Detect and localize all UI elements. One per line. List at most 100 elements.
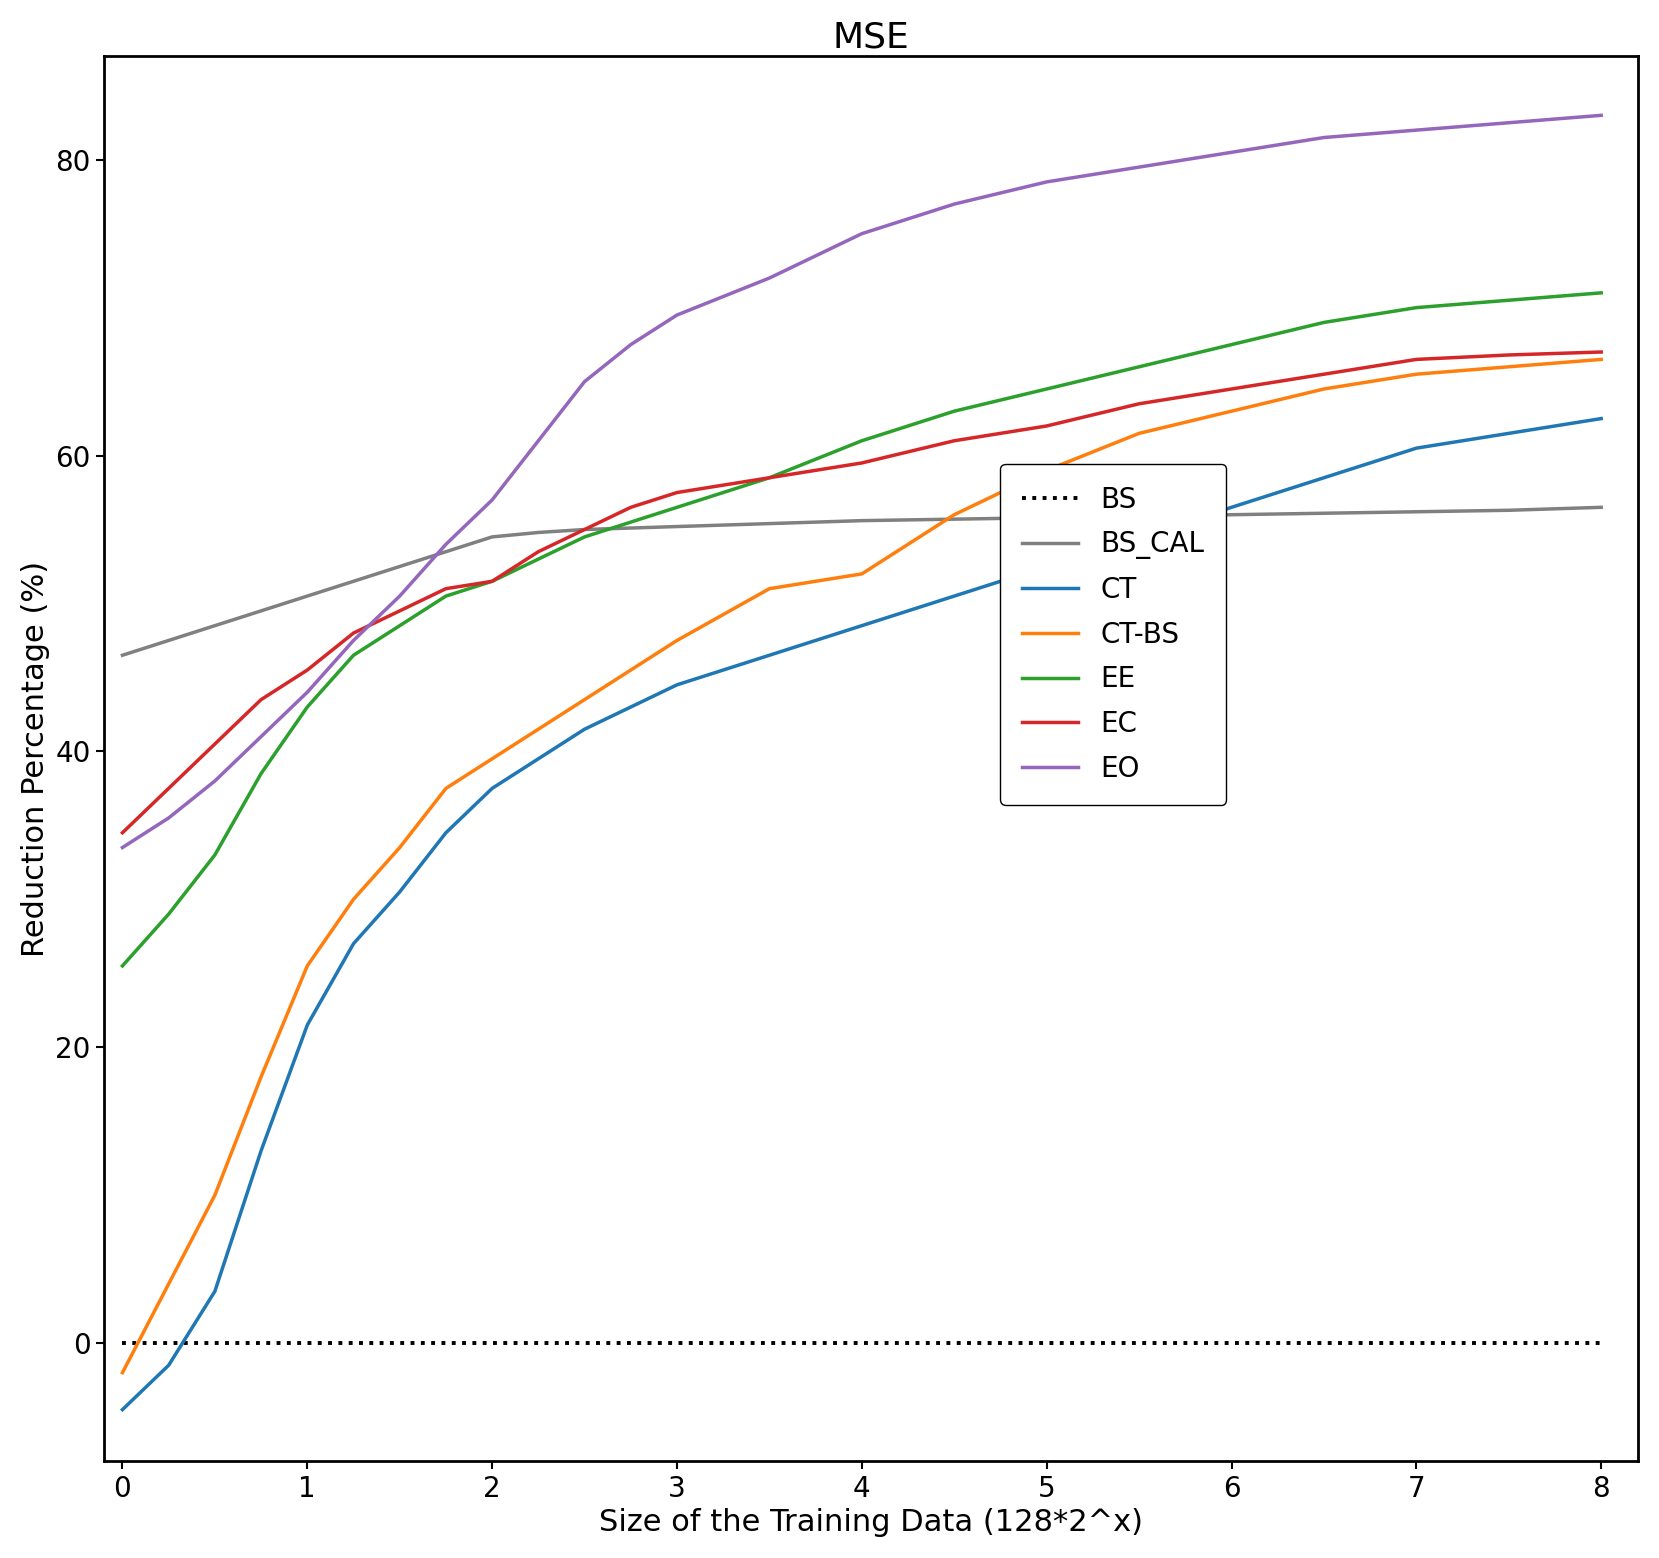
BS	[1498, 1334, 1518, 1352]
EO	[483, 491, 503, 509]
CT	[113, 1401, 133, 1419]
BS_CAL	[1407, 502, 1427, 520]
EO	[159, 809, 179, 827]
EC	[436, 580, 456, 598]
CT	[1037, 558, 1057, 576]
EC	[1498, 346, 1518, 365]
EC	[343, 623, 363, 642]
EO	[343, 631, 363, 650]
EO	[251, 728, 270, 746]
CT-BS	[574, 690, 594, 709]
EC	[528, 542, 547, 561]
CT	[574, 720, 594, 738]
BS	[343, 1334, 363, 1352]
BS_CAL	[1314, 503, 1334, 522]
EO	[1221, 143, 1241, 162]
BS	[1221, 1334, 1241, 1352]
EE	[483, 572, 503, 590]
Title: MSE: MSE	[833, 20, 909, 55]
CT	[1407, 439, 1427, 458]
CT-BS	[620, 661, 640, 679]
BS_CAL	[760, 514, 780, 533]
CT-BS	[343, 890, 363, 908]
BS	[760, 1334, 780, 1352]
BS	[574, 1334, 594, 1352]
CT	[1221, 499, 1241, 517]
BS	[1314, 1334, 1334, 1352]
CT-BS	[1037, 461, 1057, 480]
BS	[297, 1334, 317, 1352]
CT	[297, 1016, 317, 1035]
EE	[944, 402, 964, 421]
BS_CAL	[113, 647, 133, 665]
CT	[251, 1142, 270, 1161]
CT	[1498, 424, 1518, 442]
EO	[528, 432, 547, 450]
BS_CAL	[1037, 508, 1057, 527]
EC	[620, 499, 640, 517]
EO	[851, 224, 871, 243]
BS_CAL	[159, 631, 179, 650]
CT	[1314, 469, 1334, 488]
CT-BS	[1591, 351, 1611, 369]
EO	[1591, 106, 1611, 125]
BS_CAL	[343, 572, 363, 590]
BS_CAL	[574, 520, 594, 539]
CT	[1130, 528, 1150, 547]
CT	[1591, 410, 1611, 428]
EO	[574, 372, 594, 391]
BS	[251, 1334, 270, 1352]
CT-BS	[1314, 380, 1334, 399]
EO	[667, 305, 687, 324]
EE	[1498, 291, 1518, 310]
CT-BS	[944, 505, 964, 523]
BS	[159, 1334, 179, 1352]
EO	[436, 534, 456, 553]
CT	[206, 1282, 226, 1301]
EE	[1130, 357, 1150, 375]
BS_CAL	[483, 528, 503, 547]
EO	[1407, 122, 1427, 140]
CT-BS	[760, 580, 780, 598]
EE	[667, 499, 687, 517]
EC	[667, 483, 687, 502]
EE	[206, 846, 226, 865]
EE	[528, 550, 547, 569]
EO	[1498, 114, 1518, 132]
CT	[528, 749, 547, 768]
BS	[944, 1334, 964, 1352]
EC	[851, 453, 871, 472]
CT-BS	[206, 1186, 226, 1204]
CT	[483, 779, 503, 798]
EO	[1314, 128, 1334, 146]
CT-BS	[1130, 424, 1150, 442]
EC	[1221, 380, 1241, 399]
CT-BS	[528, 720, 547, 738]
BS	[851, 1334, 871, 1352]
EC	[760, 469, 780, 488]
BS_CAL	[1221, 505, 1241, 523]
Line: BS_CAL: BS_CAL	[123, 508, 1601, 656]
CT-BS	[159, 1274, 179, 1293]
X-axis label: Size of the Training Data (128*2^x): Size of the Training Data (128*2^x)	[599, 1508, 1143, 1538]
EE	[343, 647, 363, 665]
Line: EE: EE	[123, 293, 1601, 966]
BS	[528, 1334, 547, 1352]
BS	[206, 1334, 226, 1352]
EE	[1314, 313, 1334, 332]
BS_CAL	[667, 517, 687, 536]
BS_CAL	[251, 601, 270, 620]
CT-BS	[1407, 365, 1427, 383]
EO	[390, 587, 410, 606]
CT	[159, 1355, 179, 1374]
Line: EC: EC	[123, 352, 1601, 834]
Line: CT: CT	[123, 419, 1601, 1410]
Line: CT-BS: CT-BS	[123, 360, 1601, 1373]
BS_CAL	[851, 511, 871, 530]
EO	[620, 335, 640, 354]
EO	[113, 838, 133, 857]
EC	[1591, 343, 1611, 361]
EC	[251, 690, 270, 709]
EE	[251, 765, 270, 784]
EE	[436, 587, 456, 606]
